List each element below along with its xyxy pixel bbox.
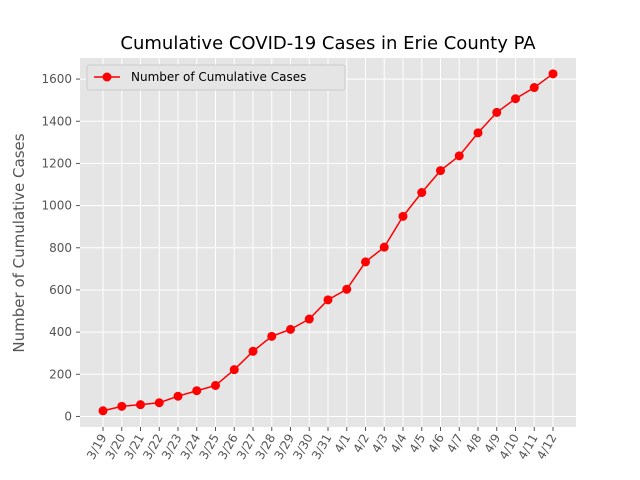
x-tick-label: 4/6 — [425, 432, 447, 456]
data-point — [454, 151, 464, 161]
series-layer — [98, 69, 558, 416]
y-tick-label: 1400 — [41, 114, 72, 128]
data-point — [286, 324, 295, 334]
legend-box — [86, 64, 346, 91]
y-tick-label: 1600 — [41, 72, 72, 86]
data-point — [323, 295, 333, 305]
y-tick-label: 600 — [49, 283, 72, 297]
x-tick-label: 4/2 — [350, 432, 372, 456]
legend-entry: Number of Cumulative Cases — [131, 70, 306, 84]
x-tick-label: 4/8 — [463, 432, 485, 456]
data-point — [248, 346, 258, 356]
legend: Number of Cumulative Cases — [86, 64, 346, 91]
data-point — [417, 188, 427, 198]
data-point — [211, 380, 220, 390]
data-point — [229, 365, 239, 375]
y-tick-label: 800 — [49, 241, 72, 255]
y-axis-label: Number of Cumulative Cases — [10, 133, 28, 352]
x-tick-label: 3/31 — [309, 432, 335, 462]
data-point — [304, 314, 314, 324]
y-tick-label: 200 — [49, 367, 72, 381]
x-tick-label: 4/3 — [369, 432, 391, 456]
legend-dot-marker — [102, 72, 112, 82]
data-point — [154, 398, 164, 408]
chart-title: Cumulative COVID-19 Cases in Erie County… — [120, 33, 536, 54]
data-point — [267, 331, 277, 341]
data-point — [361, 257, 370, 267]
data-point — [173, 391, 183, 401]
data-point — [192, 386, 202, 396]
y-tick-labels: 0 200 400 600 800 1000 1200 1400 1600 — [41, 72, 80, 423]
x-tick-label: 4/12 — [534, 432, 560, 462]
data-point — [379, 242, 389, 252]
data-point — [473, 128, 483, 138]
y-tick-label: 0 — [64, 409, 72, 423]
data-point — [98, 406, 108, 416]
x-tick-label: 4/5 — [407, 432, 429, 456]
data-point — [511, 94, 520, 104]
y-tick-label: 1200 — [41, 156, 72, 170]
x-tick-label: 4/4 — [388, 432, 410, 456]
data-point — [117, 401, 127, 411]
data-point — [529, 83, 539, 93]
y-tick-label: 1000 — [41, 199, 72, 213]
data-point — [136, 400, 145, 410]
data-point — [342, 284, 352, 294]
x-tick-labels: 3/193/203/213/223/233/243/253/263/273/28… — [84, 427, 560, 462]
data-point — [436, 166, 445, 176]
data-point — [492, 107, 502, 117]
data-point — [548, 69, 558, 79]
x-tick-label: 4/1 — [332, 432, 354, 456]
y-tick-label: 400 — [49, 325, 72, 339]
data-point — [398, 211, 408, 221]
x-tick-label: 4/7 — [444, 432, 466, 456]
